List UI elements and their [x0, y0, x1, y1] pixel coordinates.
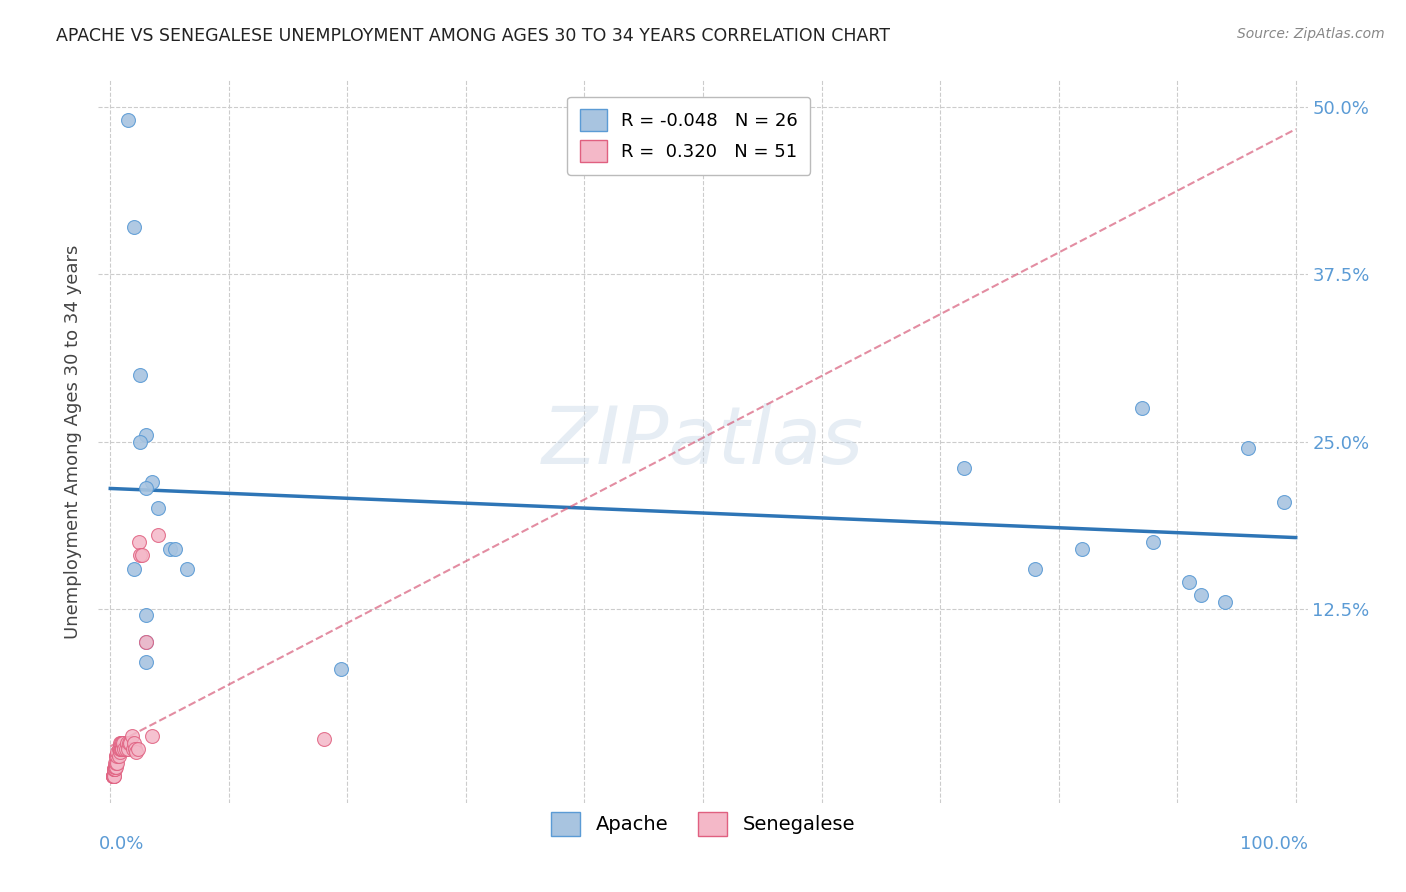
- Text: APACHE VS SENEGALESE UNEMPLOYMENT AMONG AGES 30 TO 34 YEARS CORRELATION CHART: APACHE VS SENEGALESE UNEMPLOYMENT AMONG …: [56, 27, 890, 45]
- Point: [129, 548, 152, 563]
- Point: [146, 528, 169, 542]
- Point: [107, 749, 129, 764]
- Point: [112, 735, 135, 749]
- Legend: Apache, Senegalese: Apache, Senegalese: [543, 805, 863, 844]
- Point: [117, 742, 139, 756]
- Point: [135, 608, 157, 623]
- Point: [122, 735, 145, 749]
- Point: [114, 742, 136, 756]
- Point: [127, 742, 149, 756]
- Point: [101, 769, 124, 783]
- Point: [159, 541, 181, 556]
- Text: ZIPatlas: ZIPatlas: [541, 402, 865, 481]
- Point: [135, 635, 157, 649]
- Point: [1024, 562, 1046, 576]
- Point: [108, 745, 131, 759]
- Text: Source: ZipAtlas.com: Source: ZipAtlas.com: [1237, 27, 1385, 41]
- Point: [122, 562, 145, 576]
- Point: [105, 749, 128, 764]
- Point: [104, 760, 127, 774]
- Point: [118, 735, 141, 749]
- Point: [125, 745, 148, 759]
- Point: [129, 434, 152, 449]
- Point: [1237, 442, 1260, 455]
- Point: [108, 742, 131, 756]
- Point: [121, 729, 143, 743]
- Point: [105, 760, 128, 774]
- Point: [165, 541, 187, 556]
- Point: [146, 501, 169, 516]
- Point: [121, 742, 143, 756]
- Point: [122, 220, 145, 235]
- Point: [105, 749, 128, 764]
- Point: [330, 662, 353, 676]
- Point: [101, 769, 124, 783]
- Point: [105, 749, 128, 764]
- Point: [114, 742, 136, 756]
- Point: [120, 735, 142, 749]
- Point: [105, 756, 128, 770]
- Point: [104, 762, 127, 776]
- Point: [128, 535, 150, 549]
- Point: [1130, 401, 1153, 416]
- Y-axis label: Unemployment Among Ages 30 to 34 years: Unemployment Among Ages 30 to 34 years: [65, 244, 83, 639]
- Point: [111, 735, 134, 749]
- Point: [1189, 589, 1212, 603]
- Point: [131, 548, 153, 563]
- Point: [1142, 535, 1164, 549]
- Point: [176, 562, 198, 576]
- Point: [141, 475, 163, 489]
- Point: [135, 428, 157, 442]
- Point: [141, 729, 163, 743]
- Point: [108, 735, 131, 749]
- Point: [952, 461, 974, 475]
- Point: [101, 769, 124, 783]
- Point: [103, 769, 125, 783]
- Point: [111, 742, 134, 756]
- Point: [135, 482, 157, 496]
- Point: [103, 762, 125, 776]
- Point: [104, 756, 127, 770]
- Point: [1213, 595, 1236, 609]
- Text: 100.0%: 100.0%: [1240, 835, 1308, 854]
- Point: [110, 742, 132, 756]
- Point: [104, 760, 127, 774]
- Point: [110, 735, 132, 749]
- Point: [1071, 541, 1094, 556]
- Point: [129, 368, 152, 382]
- Point: [101, 769, 124, 783]
- Point: [1272, 494, 1295, 508]
- Text: 0.0%: 0.0%: [98, 835, 143, 854]
- Point: [117, 113, 139, 128]
- Point: [111, 742, 134, 756]
- Point: [103, 762, 125, 776]
- Point: [101, 769, 124, 783]
- Point: [103, 762, 125, 776]
- Point: [105, 745, 128, 759]
- Point: [124, 742, 146, 756]
- Point: [107, 742, 129, 756]
- Point: [135, 655, 157, 669]
- Point: [312, 731, 335, 746]
- Point: [105, 756, 128, 770]
- Point: [115, 735, 138, 749]
- Point: [135, 635, 157, 649]
- Point: [1178, 575, 1201, 590]
- Point: [103, 769, 125, 783]
